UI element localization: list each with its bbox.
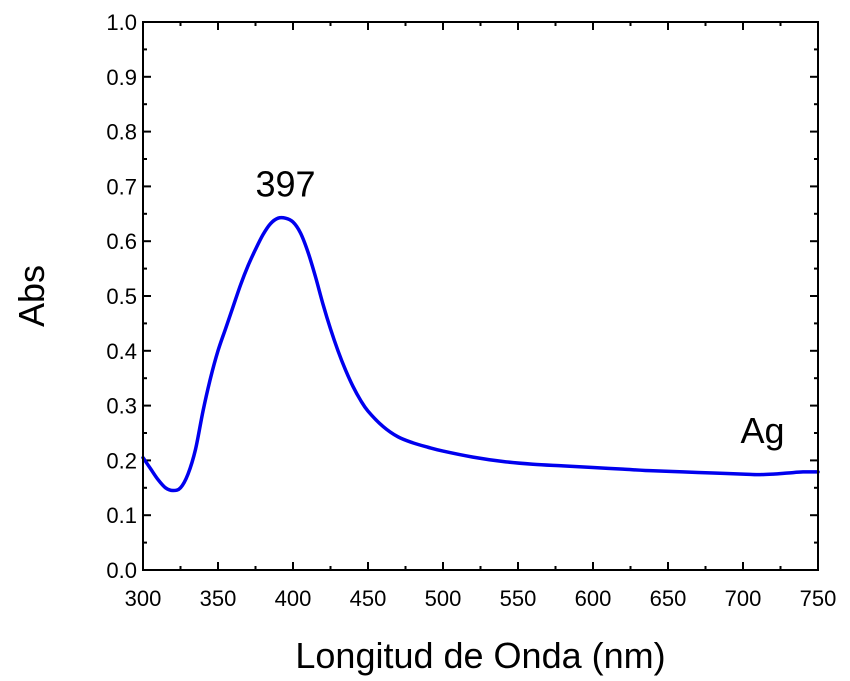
y-tick-label: 0.7 bbox=[106, 174, 137, 199]
x-axis-title: Longitud de Onda (nm) bbox=[295, 635, 665, 676]
y-tick-label: 0.6 bbox=[106, 229, 137, 254]
x-tick-label: 450 bbox=[350, 586, 387, 611]
y-tick-label: 0.9 bbox=[106, 65, 137, 90]
series-line bbox=[141, 215, 820, 493]
y-tick-label: 0.1 bbox=[106, 503, 137, 528]
x-tick-label: 500 bbox=[425, 586, 462, 611]
axis-ticks bbox=[142, 21, 819, 571]
peak-annotation: 397 bbox=[255, 163, 315, 204]
plot-frame bbox=[142, 21, 819, 571]
y-tick-label: 0.8 bbox=[106, 120, 137, 145]
y-tick-label: 0.3 bbox=[106, 394, 137, 419]
y-tick-label: 1.0 bbox=[106, 10, 137, 35]
x-tick-label: 300 bbox=[125, 586, 162, 611]
y-axis-title: Abs bbox=[11, 265, 52, 327]
x-tick-label: 600 bbox=[575, 586, 612, 611]
tick-labels: 300 350 400 450 500 550 600 650 700 750 0.0 0.1 0.2 0… bbox=[106, 10, 836, 611]
x-tick-label: 750 bbox=[800, 586, 837, 611]
x-tick-label: 350 bbox=[200, 586, 237, 611]
y-tick-label: 0.2 bbox=[106, 448, 137, 473]
y-tick-label: 0.0 bbox=[106, 558, 137, 583]
sample-annotation: Ag bbox=[740, 410, 784, 451]
x-tick-label: 650 bbox=[650, 586, 687, 611]
x-tick-label: 700 bbox=[725, 586, 762, 611]
y-tick-label: 0.4 bbox=[106, 339, 137, 364]
y-tick-label: 0.5 bbox=[106, 284, 137, 309]
x-tick-label: 550 bbox=[500, 586, 537, 611]
x-tick-label: 400 bbox=[275, 586, 312, 611]
